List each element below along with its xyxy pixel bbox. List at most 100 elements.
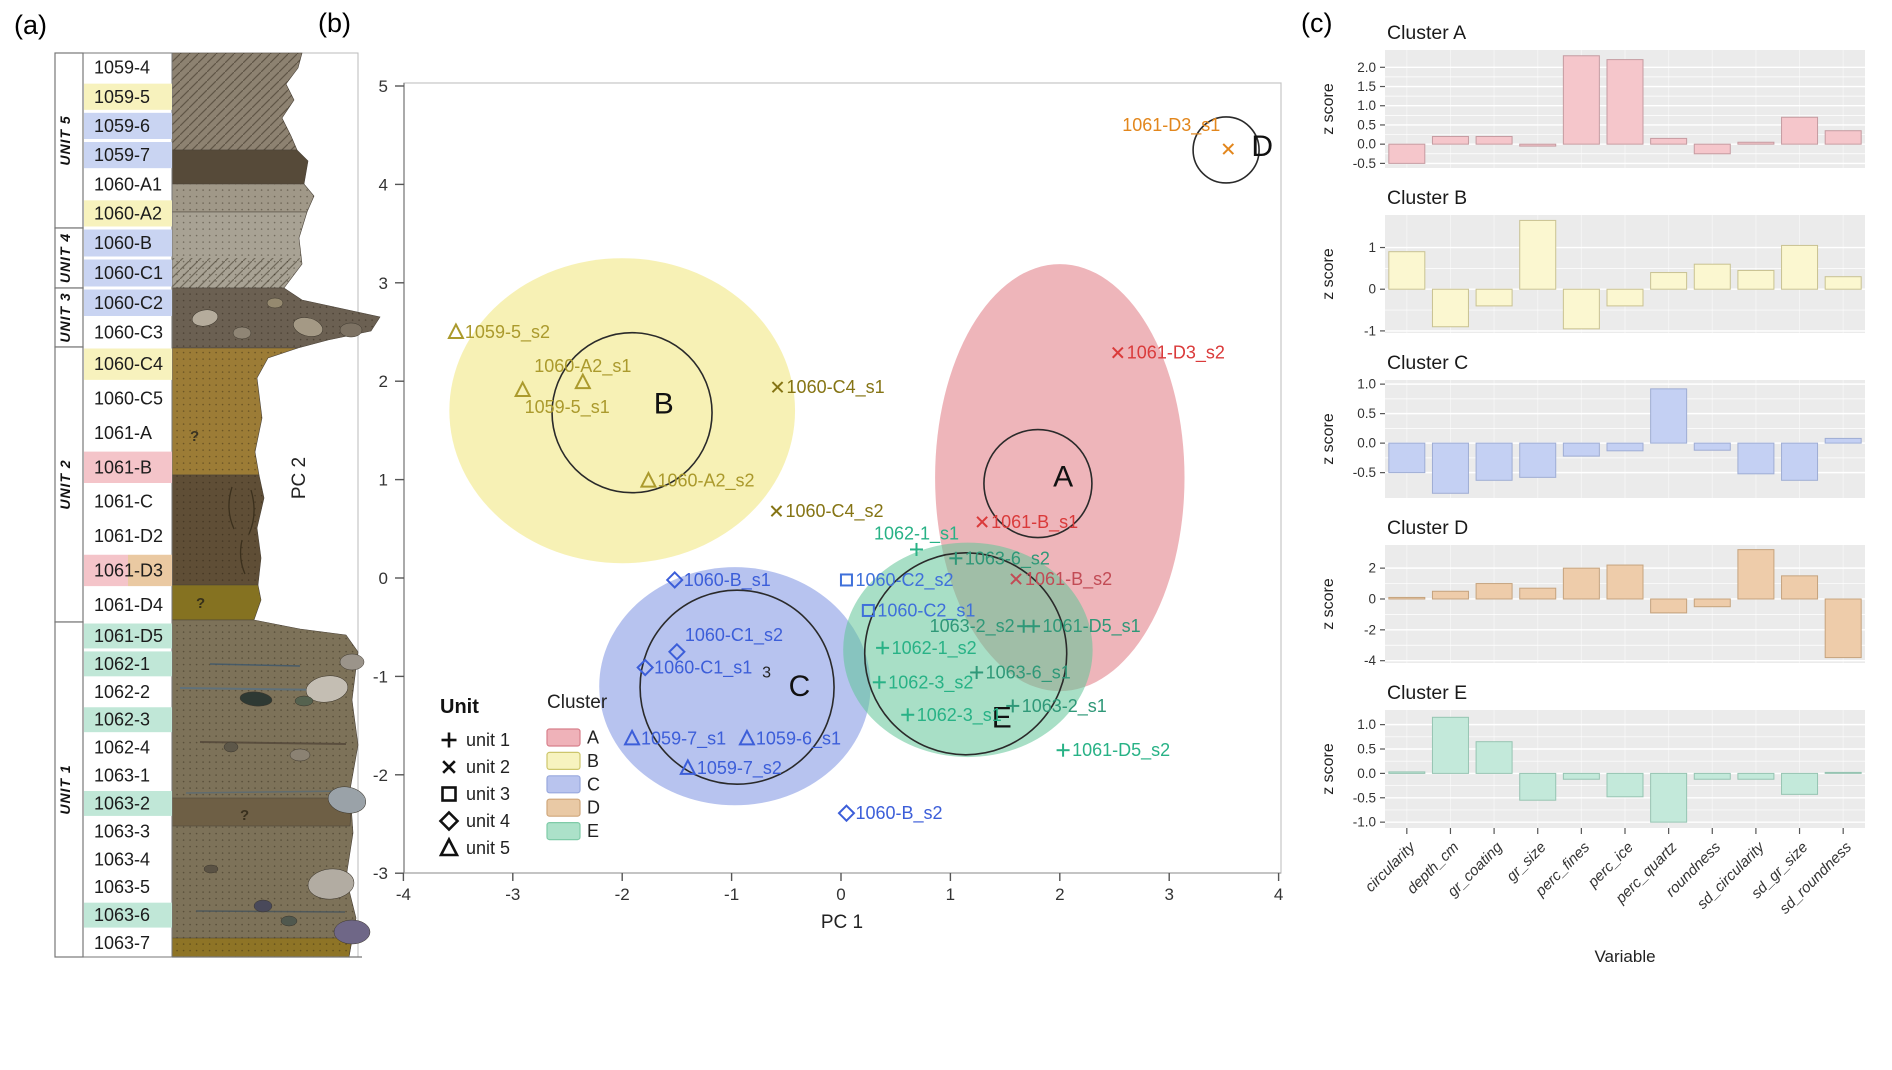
sample-row-1060-C3: 1060-C3 — [94, 322, 163, 342]
sample-row-label: 1062-4 — [94, 738, 150, 758]
bar-cluster-b-circularity — [1388, 251, 1426, 290]
variable-axis-title: Variable — [1594, 947, 1655, 966]
pca-point-1060-C4_s2: 1060-C4_s2 — [770, 501, 884, 522]
pca-point-1061-B_s2: 1061-B_s2 — [1010, 569, 1112, 590]
strat-root-2 — [239, 539, 246, 575]
cluster-letter-E: E — [992, 702, 1012, 735]
sample-row-1061-D4: 1061-D4 — [94, 595, 163, 615]
pca-point-label: 1060-A2_s1 — [534, 356, 631, 377]
cluster-letter-C: C — [789, 670, 811, 703]
strat-pebble-4 — [266, 297, 284, 309]
pca-point-1062-1_s1: 1062-1_s1 — [874, 523, 959, 556]
bar-y-axis-title: z score — [1320, 743, 1337, 795]
unit-legend-label: unit 4 — [466, 811, 510, 831]
panel-a-stratigraphic-log: ??? 1059-4 1059-5 1059-6 1059-7 1060-A1 1060-A… — [54, 52, 381, 958]
bar-cluster-b-gr_size — [1519, 219, 1557, 290]
panel-b-axes: -4 -3 -2 -1 0 1 2 3 4 -3 -2 -1 0 1 2 3 4 5 PC 1 PC 2 — [289, 77, 1283, 933]
bar-y-tick-label: 0.0 — [1357, 137, 1376, 152]
marker-diamond-glyph — [837, 804, 856, 823]
strat-layer-texture-ochre-sand — [172, 348, 298, 475]
cluster-legend-label: D — [587, 798, 600, 818]
pca-point-label: 1059-7_s2 — [697, 758, 782, 779]
pca-point-label: 1059-5_s1 — [525, 397, 610, 418]
pca-point-1062-3_s2: 1062-3_s2 — [872, 672, 973, 693]
marker-cross-glyph — [442, 760, 456, 774]
bar-cluster-c-perc_fines — [1562, 442, 1600, 457]
strat-streak-2 — [185, 790, 352, 794]
unit-legend-label: unit 3 — [466, 784, 510, 804]
pca-point-1062-1_s2: 1062-1_s2 — [876, 638, 977, 659]
pca-point-1060-A2_s1: 1060-A2_s1 — [534, 356, 631, 390]
sample-row-1063-7: 1063-7 — [94, 933, 150, 953]
bar-cluster-a-gr_size — [1519, 143, 1557, 147]
x-tick-label: 0 — [836, 885, 845, 904]
pca-point-label: 1060-C2_s1 — [877, 600, 975, 621]
unit-box-label: UNIT 4 — [57, 233, 73, 283]
sample-row-1060-B: 1060-B — [84, 229, 172, 257]
strat-streak-3 — [195, 910, 346, 913]
marker-triangle-glyph — [623, 728, 641, 746]
strat-streak-4 — [209, 663, 301, 667]
panel-b-label: (b) — [318, 8, 351, 38]
bar-y-tick-label: 0 — [1368, 282, 1376, 297]
sample-row-1063-3: 1063-3 — [94, 821, 150, 841]
pca-point-1060-C1_s2: 1060-C1_s2 — [667, 625, 783, 661]
sample-row-label: 1060-A1 — [94, 174, 162, 194]
pca-point-label: 1061-D5_s1 — [1043, 616, 1141, 637]
unit-box-label: UNIT 5 — [57, 115, 73, 165]
y-axis-title: PC 2 — [289, 457, 310, 499]
strat-pebble-14 — [203, 864, 219, 874]
sample-row-label: 1062-1 — [94, 654, 150, 674]
cluster-legend-item-E: E — [546, 821, 599, 841]
sample-row-label: 1060-A2 — [94, 203, 162, 223]
pca-point-1060-C1_s1: 1060-C1_s1 — [636, 658, 752, 679]
pca-point-label: 1059-7_s1 — [641, 728, 726, 749]
marker-triangle-glyph — [514, 380, 532, 398]
bar-cluster-e-perc_quartz — [1650, 772, 1688, 823]
pca-point-label: 1062-3_s1 — [917, 705, 1002, 726]
unit-box-label: UNIT 3 — [57, 292, 73, 342]
pca-point-label: 1062-1_s2 — [892, 638, 977, 659]
bar-cluster-b-gr_coating — [1475, 288, 1513, 307]
row-highlight-teal — [84, 651, 172, 677]
bar-y-tick-label: -0.5 — [1353, 790, 1376, 805]
strat-question-mark-1: ? — [196, 595, 205, 612]
row-highlight-teal — [84, 902, 172, 928]
sample-row-1061-D5: 1061-D5 — [84, 623, 172, 649]
sample-row-1062-4: 1062-4 — [94, 738, 150, 758]
marker-square-glyph — [441, 786, 457, 802]
marker-cross-glyph — [771, 381, 784, 393]
y-tick-label: 4 — [379, 175, 388, 194]
strat-layer-texture-rubble-diamict — [172, 288, 380, 348]
unit-box-rect — [54, 287, 84, 348]
row-highlight-pink — [84, 554, 128, 587]
pca-point-1063-2_s1: 1063-2_s1 — [1006, 696, 1107, 717]
strat-pebble-15 — [280, 915, 298, 927]
cluster-legend-label: B — [587, 751, 599, 771]
unit-legend-item-3: unit 3 — [441, 784, 510, 804]
sample-row-label: 1063-7 — [94, 933, 150, 953]
cluster-letter-D: D — [1251, 130, 1273, 163]
strat-question-mark-2: ? — [240, 807, 249, 824]
bar-cluster-a-circularity — [1388, 143, 1426, 164]
marker-cross-glyph — [1112, 346, 1124, 359]
row-highlight-teal — [84, 623, 172, 649]
pca-point-label: 1060-C1_s2 — [685, 625, 783, 646]
sample-row-1063-4: 1063-4 — [94, 849, 150, 869]
cluster-legend-swatch — [546, 798, 581, 817]
sample-row-label: 1063-1 — [94, 766, 150, 786]
pca-point-label: 1061-D3_s2 — [1127, 343, 1225, 364]
sample-row-1062-1: 1062-1 — [84, 651, 172, 677]
strat-pebble-10 — [307, 868, 355, 900]
sample-row-1060-C2: 1060-C2 — [84, 289, 172, 316]
sample-row-label: 1061-A — [94, 423, 152, 443]
pca-point-label: 1061-B_s1 — [991, 512, 1078, 533]
pca-point-label: 1063-6_s2 — [965, 548, 1050, 569]
row-highlight-blue — [84, 142, 172, 169]
unit-box-unit-3: UNIT 3 — [54, 287, 84, 348]
bar-cluster-c-circularity — [1388, 442, 1426, 474]
strat-layer-olive-band — [171, 584, 262, 621]
bar-y-tick-label: -4 — [1364, 653, 1376, 668]
